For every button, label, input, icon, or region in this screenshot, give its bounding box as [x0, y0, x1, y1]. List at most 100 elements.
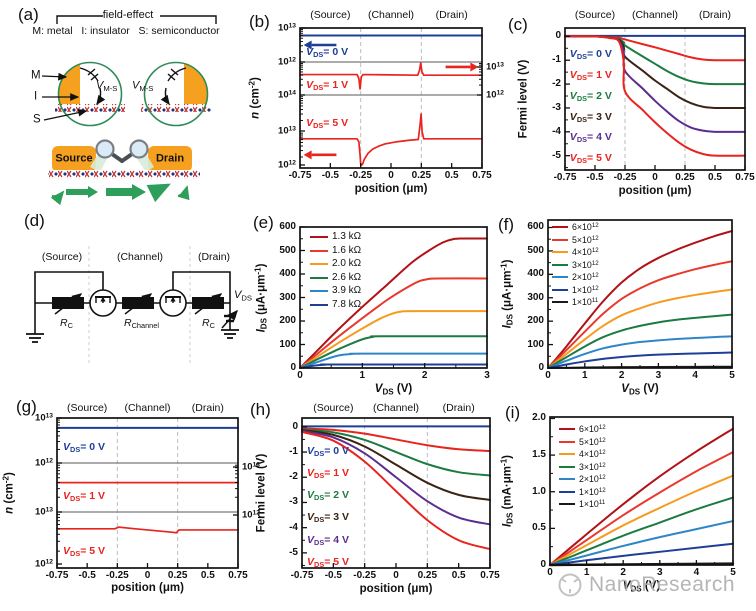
- series-inline-label: VDS= 1 V: [569, 68, 612, 82]
- legend-label: 1×1011: [572, 297, 599, 307]
- metal-label: M: [31, 69, 41, 82]
- chart-svg: [301, 417, 491, 569]
- chart-svg: [547, 219, 733, 369]
- chart-svg: [299, 226, 488, 369]
- resistor-rc-source: [52, 293, 84, 315]
- x-tick-label: 0: [545, 370, 551, 381]
- watermark: NanoResearch: [556, 570, 735, 600]
- y-tick-label: 500: [279, 244, 296, 256]
- legend-label: 1×1012: [572, 284, 599, 295]
- y-tick-label: 0.5: [532, 522, 546, 534]
- insulator-label: I: [34, 90, 38, 103]
- drain-box: [148, 146, 192, 172]
- x-tick-label: 0.5: [444, 170, 459, 181]
- panel-b-chart: -0.75 -0.5 -0.25 0 0.25 0.5 0.75 1013 1012 1014 10…: [243, 0, 505, 206]
- region-dividers: [88, 246, 191, 366]
- legend-label: 3.9 kΩ: [332, 285, 362, 296]
- series-n=5e12: [547, 260, 733, 369]
- chart-svg: [56, 417, 239, 569]
- legend-label: 3×1012: [572, 259, 599, 270]
- series-n=2e12: [549, 520, 734, 566]
- series-n=1e12: [547, 351, 733, 369]
- legend-item: 1×1011: [552, 298, 598, 307]
- x-tick-label: 0: [144, 570, 151, 581]
- x-tick-label: 0: [393, 570, 399, 581]
- semiconductor-lattice-left: [55, 104, 125, 112]
- y-tick-label: 2.0: [532, 412, 546, 424]
- series-n=3e12: [549, 496, 734, 566]
- y-tick-label: 600: [279, 221, 296, 232]
- x-tick-label: 0.5: [451, 570, 466, 581]
- rchannel-label: RChannel: [124, 317, 159, 331]
- x-tick-label: 5: [729, 370, 735, 381]
- region-label: (Drain): [698, 9, 732, 21]
- panel-d-graphics: [26, 246, 239, 366]
- region-label: (Channel): [631, 9, 679, 21]
- series-n=4e12: [549, 474, 734, 566]
- legend-item: 4×1012: [552, 248, 599, 257]
- semiconductor-lattice-right: [141, 104, 211, 112]
- y-tick-label: 1014: [278, 89, 296, 101]
- legend-swatch: [310, 249, 328, 252]
- x-axis-title: position (μm): [111, 582, 184, 594]
- series-inline-label: VDS= 1 V: [306, 78, 349, 93]
- y-tick-label: 100: [279, 338, 296, 350]
- legend-item: 2×1012: [559, 475, 606, 484]
- y-tick-label: -2: [552, 78, 561, 90]
- x-tick-label: -0.25: [613, 172, 637, 183]
- y-tick-label: 500: [527, 244, 544, 256]
- series-n=5e12: [549, 451, 734, 566]
- panel-e-chart: 0 1 2 3 0 100 200 300 400 500 600 VDS (V) IDS (μA·μm…: [250, 206, 500, 396]
- series-inline-label: VDS= 5 V: [63, 544, 106, 559]
- legend-swatch: [552, 276, 568, 279]
- y-tick-label-right: 1012: [242, 509, 260, 521]
- x-tick-label: -0.5: [78, 570, 96, 581]
- field-effect-bracket: [56, 15, 217, 24]
- legend-label: 1×1012: [579, 486, 606, 497]
- legend-label: 6×1012: [572, 222, 599, 232]
- series-n=6e12: [549, 427, 734, 566]
- y-tick-label: -3: [289, 496, 298, 508]
- y-tick-label: 200: [527, 315, 544, 327]
- panel-a-letter: (a): [18, 5, 39, 24]
- y-tick-label: 1012: [35, 558, 53, 570]
- series-inline-label: VDS= 2 V: [307, 488, 350, 503]
- series-VDS=5V: [56, 526, 239, 534]
- ground-symbol-right: [221, 329, 239, 339]
- flow-arrow-head: [303, 40, 312, 50]
- region-label: (Channel): [372, 402, 420, 414]
- y-tick-label: 0: [292, 420, 298, 432]
- legend-swatch: [552, 251, 568, 254]
- legend-swatch: [559, 478, 575, 481]
- legend-label: 2.6 kΩ: [332, 271, 362, 283]
- flow-arrow-head: [470, 62, 479, 72]
- y-tick-label: 400: [527, 268, 544, 280]
- y-tick-label: 0: [290, 362, 296, 373]
- panel-f-chart: 0 1 2 3 4 5 0 100 200 300 400 500 600 VDS (V) IDS (μA·…: [495, 206, 756, 396]
- x-tick-label: -0.75: [553, 172, 577, 183]
- region-label: (Drain): [442, 402, 475, 414]
- series-1.3 kΩ: [299, 237, 488, 369]
- x-axis-title: VDS (V): [622, 580, 661, 594]
- series-n=4e12: [547, 288, 733, 369]
- transistor-drain-contact: [159, 289, 187, 317]
- legend-item: 3.9 kΩ: [310, 286, 361, 296]
- region-channel-label: (Channel): [116, 251, 164, 263]
- series-7.8 kΩ: [299, 363, 488, 369]
- x-tick-label: 0.5: [708, 172, 722, 183]
- panel-c-chart: -0.75 -0.5 -0.25 0 0.25 0.5 0.75 0 -1 -2 -3 -4 -5 (So…: [505, 0, 756, 206]
- region-source-label: (Source): [41, 251, 83, 263]
- resistor-rc-drain: [192, 293, 224, 315]
- legend-item: 6×1012: [552, 223, 599, 232]
- vms-label-right: VM-S: [132, 79, 154, 93]
- x-tick-label: 4: [693, 567, 700, 578]
- y-tick-label-right: 1012: [486, 89, 504, 101]
- legend-item: 7.8 kΩ: [310, 299, 361, 310]
- series-n=2e12: [547, 335, 733, 369]
- y-tick-label-right: 1013: [486, 61, 504, 73]
- legend-item: 2×1012: [552, 273, 599, 282]
- zoom-circle-left: [57, 61, 123, 127]
- y-tick-label: -4: [552, 125, 561, 137]
- panel-c-letter: (c): [508, 15, 528, 34]
- series-VDS=5V: [299, 113, 483, 166]
